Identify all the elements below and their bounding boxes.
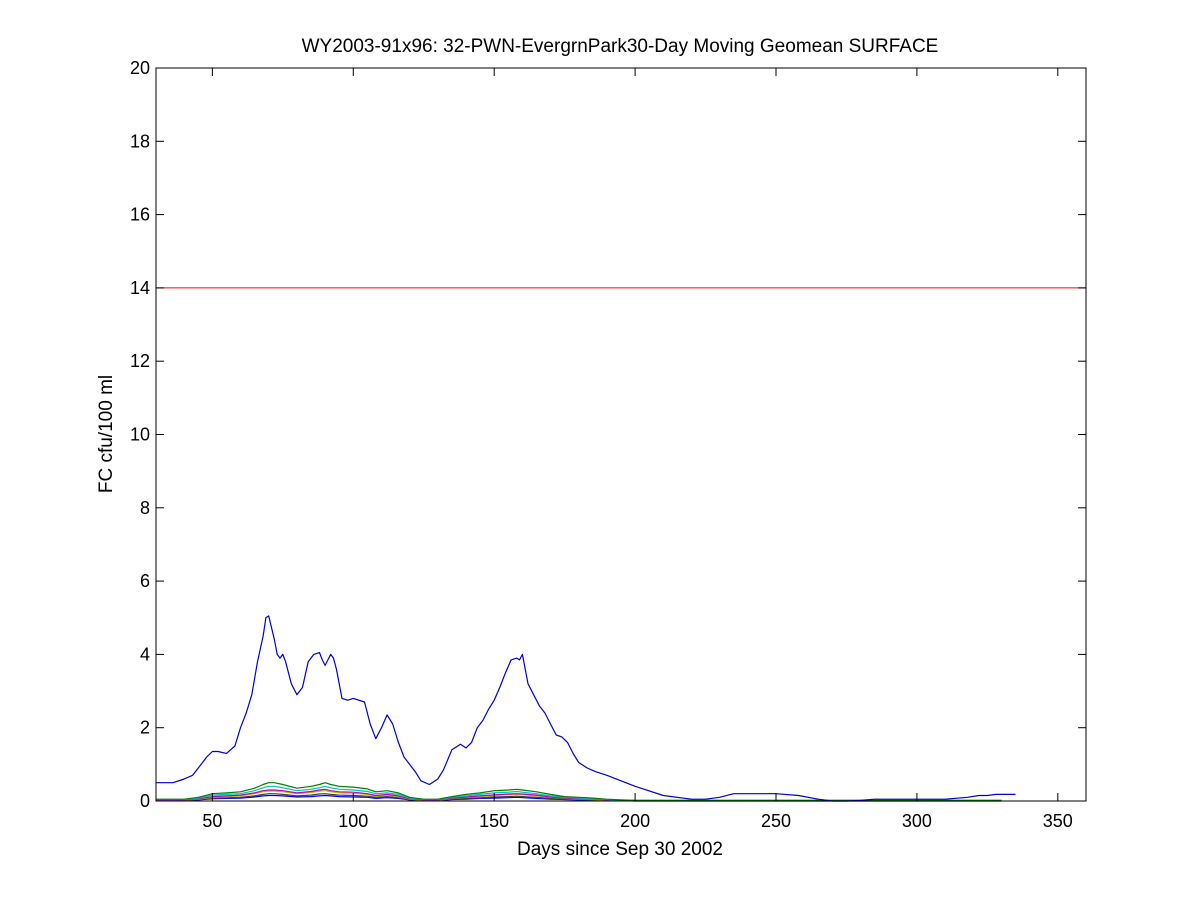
series-line-3 xyxy=(156,785,1002,801)
y-tick-label: 6 xyxy=(140,571,150,591)
y-tick-label: 20 xyxy=(130,58,150,78)
y-tick-label: 8 xyxy=(140,498,150,518)
x-axis-title: Days since Sep 30 2002 xyxy=(517,839,723,860)
y-tick-label: 16 xyxy=(130,205,150,225)
x-tick-label: 350 xyxy=(1043,811,1073,831)
x-tick-label: 150 xyxy=(479,811,509,831)
y-tick-label: 4 xyxy=(140,644,150,664)
y-tick-label: 2 xyxy=(140,718,150,738)
x-tick-label: 300 xyxy=(902,811,932,831)
y-tick-label: 0 xyxy=(140,791,150,811)
series-line-2 xyxy=(156,782,1002,801)
y-tick-label: 10 xyxy=(130,425,150,445)
y-tick-label: 14 xyxy=(130,278,150,298)
axis-ticks: 50 100 150 200 250 300 350 0 2 4 6 8 10 12 14 16 18 20 xyxy=(130,58,1086,831)
x-tick-label: 250 xyxy=(761,811,791,831)
y-tick-label: 12 xyxy=(130,351,150,371)
y-tick-label: 18 xyxy=(130,131,150,151)
series-line-1 xyxy=(156,615,1016,802)
y-axis-title: FC cfu/100 ml xyxy=(96,375,117,493)
plot-area xyxy=(156,287,1086,802)
chart-title: WY2003-91x96: 32-PWN-EvergrnPark30-Day M… xyxy=(302,36,939,57)
x-tick-label: 100 xyxy=(338,811,368,831)
x-tick-label: 200 xyxy=(620,811,650,831)
x-tick-label: 50 xyxy=(202,811,222,831)
